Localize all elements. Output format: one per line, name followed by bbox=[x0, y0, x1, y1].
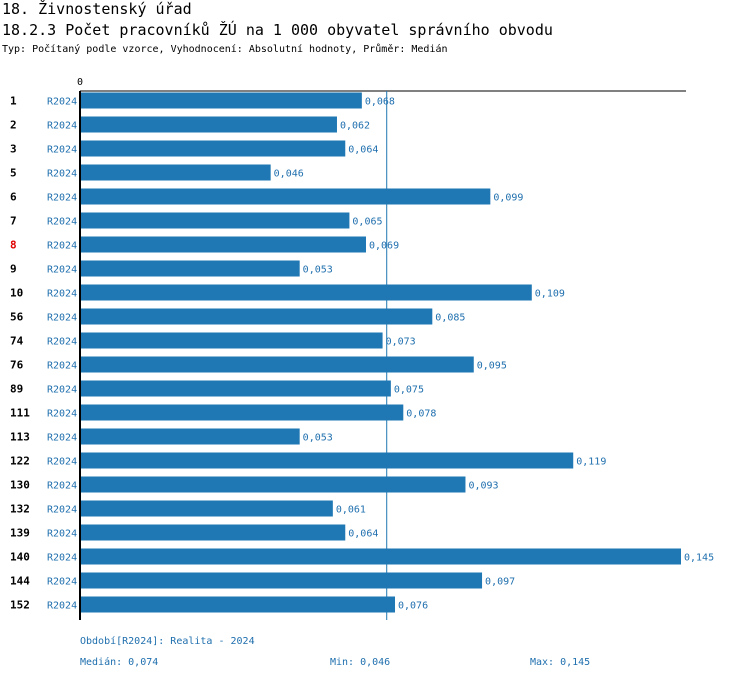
category-label: 113 bbox=[10, 431, 30, 444]
data-label: 0,065 bbox=[352, 217, 382, 228]
data-label: 0,073 bbox=[386, 337, 416, 348]
bar bbox=[80, 332, 383, 349]
series-label: R2024 bbox=[47, 97, 77, 108]
series-label: R2024 bbox=[47, 193, 77, 204]
data-label: 0,046 bbox=[274, 169, 304, 180]
series-label: R2024 bbox=[47, 529, 77, 540]
data-label: 0,085 bbox=[435, 313, 465, 324]
bar bbox=[80, 380, 391, 397]
bar bbox=[80, 596, 396, 613]
category-label: 5 bbox=[10, 167, 17, 180]
series-label: R2024 bbox=[47, 601, 77, 612]
data-label: 0,078 bbox=[406, 409, 436, 420]
data-label: 0,093 bbox=[468, 481, 498, 492]
bar bbox=[80, 260, 300, 277]
series-label: R2024 bbox=[47, 553, 77, 564]
series-label: R2024 bbox=[47, 313, 77, 324]
category-label: 111 bbox=[10, 407, 30, 420]
category-label: 1 bbox=[10, 95, 17, 108]
chart-type-description: Typ: Počítaný podle vzorce, Vyhodnocení:… bbox=[2, 44, 448, 55]
bar bbox=[80, 500, 333, 517]
footer-min: Min: 0,046 bbox=[330, 657, 391, 668]
data-label: 0,076 bbox=[398, 601, 428, 612]
data-label: 0,064 bbox=[348, 145, 378, 156]
data-label: 0,109 bbox=[535, 289, 565, 300]
footer-period: Období[R2024]: Realita - 2024 bbox=[80, 636, 255, 647]
series-label: R2024 bbox=[47, 217, 77, 228]
category-label: 132 bbox=[10, 503, 30, 516]
series-label: R2024 bbox=[47, 385, 77, 396]
category-label: 9 bbox=[10, 263, 17, 276]
bar bbox=[80, 572, 483, 589]
data-label: 0,075 bbox=[394, 385, 424, 396]
bar bbox=[80, 356, 474, 373]
bar bbox=[80, 548, 681, 565]
bar bbox=[80, 284, 532, 301]
category-label: 7 bbox=[10, 215, 17, 228]
footer-max: Max: 0,145 bbox=[530, 657, 591, 668]
footer-median: Medián: 0,074 bbox=[80, 657, 159, 668]
series-label: R2024 bbox=[47, 337, 77, 348]
bar bbox=[80, 308, 433, 325]
bar bbox=[80, 116, 337, 133]
bar bbox=[80, 524, 346, 541]
series-label: R2024 bbox=[47, 505, 77, 516]
series-label: R2024 bbox=[47, 433, 77, 444]
series-label: R2024 bbox=[47, 409, 77, 420]
data-label: 0,099 bbox=[493, 193, 523, 204]
series-label: R2024 bbox=[47, 265, 77, 276]
data-label: 0,097 bbox=[485, 577, 515, 588]
series-label: R2024 bbox=[47, 121, 77, 132]
series-label: R2024 bbox=[47, 169, 77, 180]
category-label: 144 bbox=[10, 575, 30, 588]
data-label: 0,145 bbox=[684, 553, 714, 564]
data-label: 0,095 bbox=[477, 361, 507, 372]
data-label: 0,119 bbox=[576, 457, 606, 468]
bar bbox=[80, 476, 466, 493]
category-label: 2 bbox=[10, 119, 17, 132]
category-label: 8 bbox=[10, 239, 17, 252]
category-label: 76 bbox=[10, 359, 24, 372]
bar bbox=[80, 452, 574, 469]
category-label: 3 bbox=[10, 143, 17, 156]
bar bbox=[80, 140, 346, 157]
bar bbox=[80, 212, 350, 229]
bar bbox=[80, 188, 491, 205]
bar bbox=[80, 92, 362, 109]
category-label: 56 bbox=[10, 311, 24, 324]
data-label: 0,053 bbox=[303, 433, 333, 444]
series-label: R2024 bbox=[47, 457, 77, 468]
category-label: 130 bbox=[10, 479, 30, 492]
data-label: 0,064 bbox=[348, 529, 378, 540]
data-label: 0,069 bbox=[369, 241, 399, 252]
bar bbox=[80, 428, 300, 445]
chart-title: 18.2.3 Počet pracovníků ŽÚ na 1 000 obyv… bbox=[2, 21, 553, 39]
series-label: R2024 bbox=[47, 481, 77, 492]
category-label: 140 bbox=[10, 551, 30, 564]
series-label: R2024 bbox=[47, 577, 77, 588]
series-label: R2024 bbox=[47, 241, 77, 252]
data-label: 0,062 bbox=[340, 121, 370, 132]
series-label: R2024 bbox=[47, 289, 77, 300]
bar bbox=[80, 164, 271, 181]
category-label: 74 bbox=[10, 335, 24, 348]
data-label: 0,053 bbox=[303, 265, 333, 276]
data-label: 0,061 bbox=[336, 505, 366, 516]
category-label: 122 bbox=[10, 455, 30, 468]
category-label: 139 bbox=[10, 527, 30, 540]
category-label: 10 bbox=[10, 287, 23, 300]
category-label: 152 bbox=[10, 599, 30, 612]
series-label: R2024 bbox=[47, 361, 77, 372]
chart-section-title: 18. Živnostenský úřad bbox=[2, 0, 192, 18]
data-label: 0,068 bbox=[365, 97, 395, 108]
category-label: 89 bbox=[10, 383, 23, 396]
bar bbox=[80, 404, 404, 421]
series-label: R2024 bbox=[47, 145, 77, 156]
bar bbox=[80, 236, 366, 253]
category-label: 6 bbox=[10, 191, 17, 204]
x-axis-tick-label: 0 bbox=[77, 77, 83, 88]
